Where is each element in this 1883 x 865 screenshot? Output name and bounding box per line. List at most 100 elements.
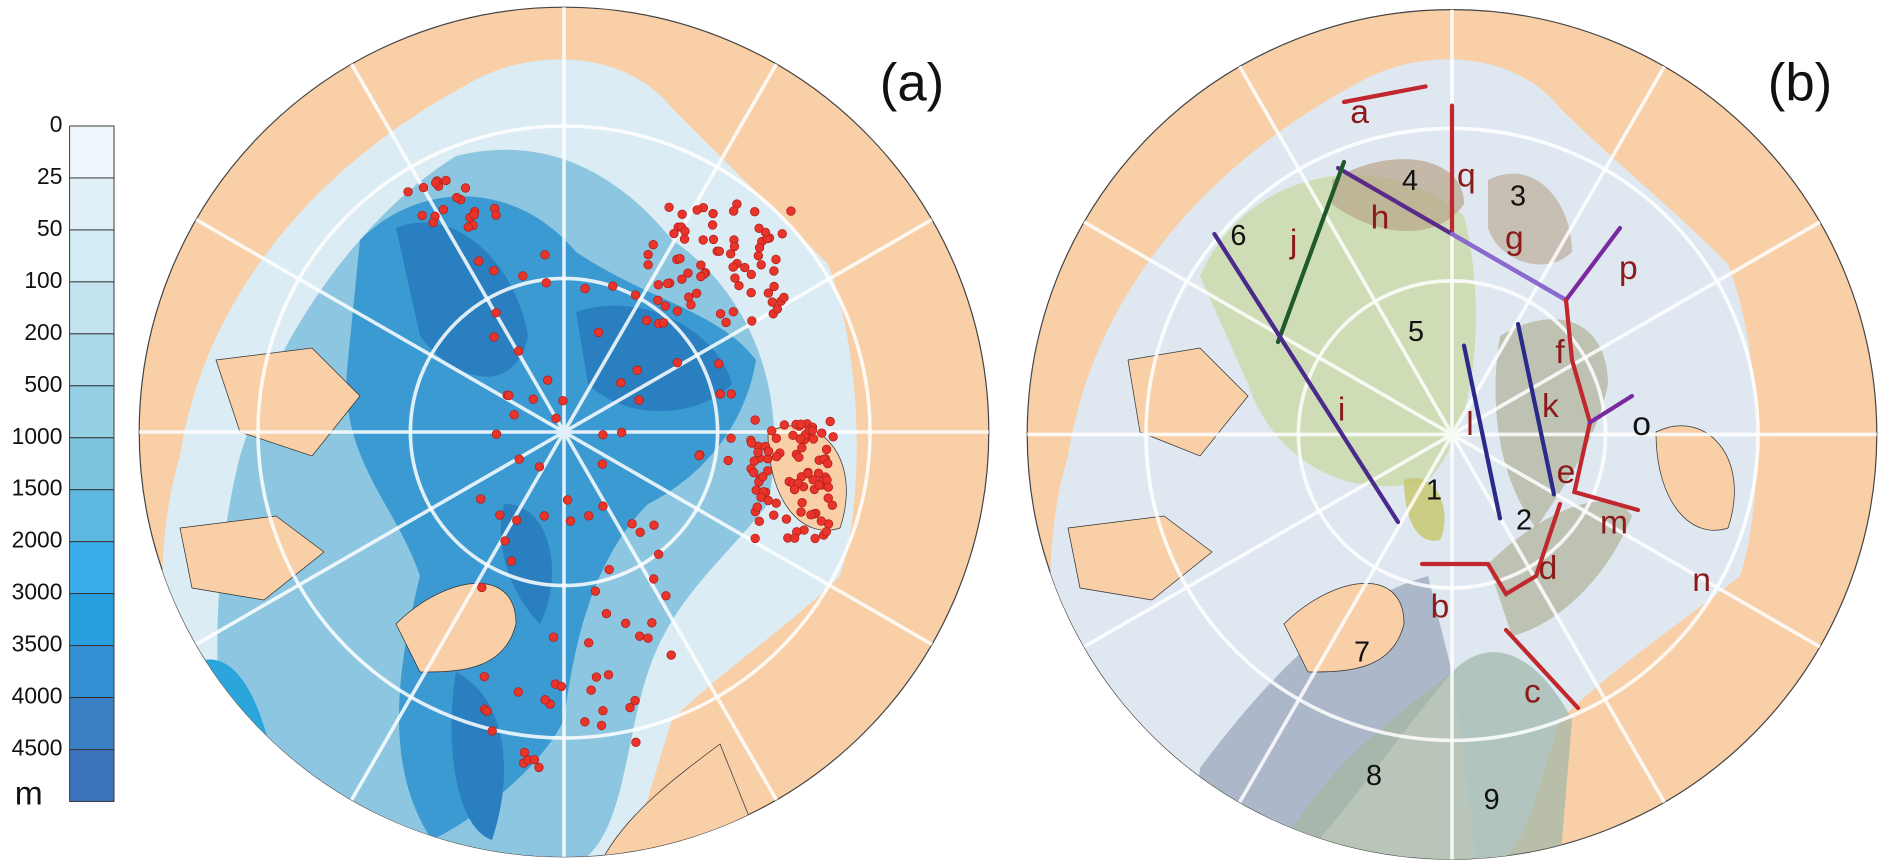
observation-dot <box>460 183 471 193</box>
colorbar-box <box>69 333 115 387</box>
observation-dot <box>760 227 771 237</box>
colorbar-box <box>69 385 115 439</box>
observation-dot <box>418 182 429 193</box>
section-label: c <box>1524 673 1541 710</box>
colorbar-box <box>69 281 115 335</box>
observation-dot <box>763 495 773 506</box>
meridian <box>562 431 782 808</box>
observation-dot <box>796 507 806 517</box>
observation-dot <box>797 443 807 453</box>
observation-dot <box>707 220 718 230</box>
section-label: d <box>1539 550 1558 587</box>
observation-dot <box>772 304 783 314</box>
observation-dot <box>753 447 763 458</box>
observation-dot <box>672 358 683 368</box>
observation-dot <box>428 217 438 228</box>
meridian <box>1076 216 1453 436</box>
colorbar-label: 200 <box>24 319 62 345</box>
panel-label: (b) <box>1768 53 1833 112</box>
observation-dot <box>821 527 831 537</box>
observation-dot <box>696 260 706 270</box>
colorbar-box <box>69 593 115 647</box>
colorbar-label: 50 <box>37 215 62 241</box>
colorbar: 0 25 50 100 200 500 1000 1500 2000 3000 3500 4000 45… <box>12 111 115 812</box>
observation-dot <box>679 234 690 244</box>
colorbar-label: 3000 <box>12 579 63 605</box>
observation-dot <box>754 516 764 527</box>
meridian <box>1450 433 1670 810</box>
observation-dot <box>823 458 833 469</box>
observation-dot <box>769 281 779 292</box>
observation-dot <box>763 446 774 456</box>
observation-dot <box>823 493 833 503</box>
observation-dot <box>627 519 637 529</box>
observation-dot <box>504 390 514 401</box>
observation-dot <box>625 702 635 713</box>
observation-dot <box>647 618 657 628</box>
observation-dot <box>469 210 479 220</box>
colorbar-box <box>69 749 115 802</box>
observation-dot <box>528 394 538 404</box>
observation-dot <box>479 671 489 682</box>
observation-dot <box>604 564 614 575</box>
observation-dot <box>730 273 740 283</box>
region-label: 8 <box>1366 760 1382 792</box>
observation-dot <box>489 266 499 276</box>
region-label: 6 <box>1230 220 1246 252</box>
observation-dot <box>726 433 736 443</box>
colorbar-label: 4000 <box>12 683 63 709</box>
observation-dot <box>632 365 642 375</box>
observation-dot <box>562 495 573 505</box>
observation-dot <box>500 536 510 546</box>
observation-dot <box>580 717 590 727</box>
observation-dot <box>477 582 487 593</box>
observation-dot <box>653 295 663 306</box>
observation-dot <box>598 430 608 440</box>
section-label: a <box>1350 94 1369 131</box>
section-label: k <box>1542 388 1559 425</box>
observation-dot <box>763 466 773 476</box>
observation-dot <box>675 253 685 264</box>
observation-dot <box>747 438 757 448</box>
observation-dot <box>767 426 777 436</box>
observation-dot <box>789 533 800 543</box>
colorbar-label: 500 <box>24 371 62 397</box>
observation-dot <box>598 706 608 716</box>
observation-dot <box>756 260 766 270</box>
observation-dot <box>810 533 820 544</box>
observation-dot <box>749 467 759 478</box>
observation-dot <box>794 452 804 463</box>
observation-dot <box>542 375 553 385</box>
observation-dot <box>643 633 653 643</box>
observation-dot <box>816 516 827 526</box>
observation-dot <box>616 427 627 438</box>
section-label: n <box>1692 562 1711 599</box>
observation-dot <box>677 274 687 284</box>
observation-dot <box>489 332 499 342</box>
observation-dot <box>540 250 550 260</box>
figure-content: 0255010020050010001500200030003500400045… <box>12 6 1878 860</box>
observation-dot <box>534 462 545 472</box>
observation-dot <box>590 586 601 596</box>
observation-dot <box>513 346 524 356</box>
observation-dot <box>777 229 787 239</box>
observation-dot <box>692 205 702 215</box>
colorbar-label: 2000 <box>12 527 63 553</box>
observation-dot <box>596 720 607 731</box>
observation-dot <box>452 192 462 203</box>
colorbar-box <box>69 645 115 699</box>
observation-dot <box>664 202 674 212</box>
colorbar-box <box>69 125 115 179</box>
observation-dot <box>808 434 819 444</box>
meridian <box>188 214 565 434</box>
observation-dot <box>649 574 659 584</box>
observation-dot <box>728 262 738 272</box>
observation-dot <box>558 395 568 406</box>
observation-dot <box>806 510 816 520</box>
section-label: o <box>1632 406 1651 443</box>
meridian <box>1076 432 1453 652</box>
observation-dot <box>694 451 704 461</box>
observation-dot <box>634 395 644 405</box>
observation-dot <box>438 204 449 215</box>
